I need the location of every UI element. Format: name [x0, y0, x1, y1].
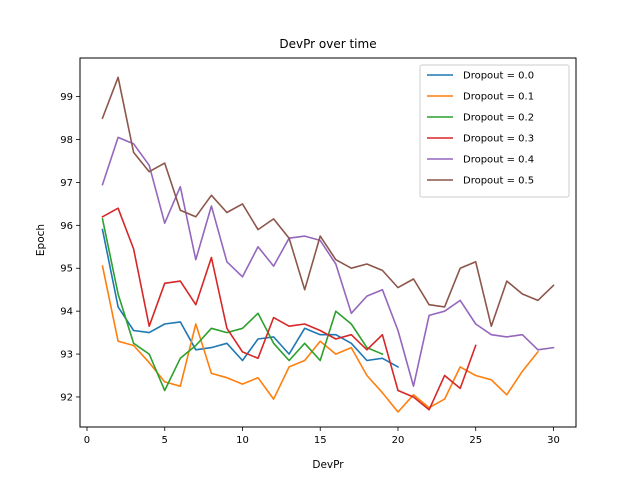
y-axis-ticks: 92 93 94 95 96 97 98 99: [60, 92, 80, 403]
series-line-3: [101, 207, 477, 411]
x-tick-label: 30: [547, 435, 560, 446]
y-tick-label: 93: [60, 350, 73, 361]
legend-label-0: Dropout = 0.0: [463, 71, 534, 82]
legend: Dropout = 0.0 Dropout = 0.1 Dropout = 0.2 D…: [419, 64, 570, 198]
x-axis-ticks: 0 5 10 15 20 25 30: [84, 427, 560, 446]
x-tick-label: 15: [314, 435, 327, 446]
series-line-1: [101, 265, 540, 413]
x-tick-label: 25: [469, 435, 482, 446]
y-tick-label: 99: [60, 92, 73, 103]
y-tick-label: 98: [60, 135, 73, 146]
x-axis-label: DevPr: [312, 459, 344, 471]
x-tick-label: 20: [392, 435, 405, 446]
y-tick-label: 97: [60, 178, 73, 189]
legend-label-5: Dropout = 0.5: [463, 176, 534, 187]
legend-label-2: Dropout = 0.2: [463, 113, 534, 124]
legend-box: [419, 64, 570, 198]
y-tick-label: 92: [60, 392, 73, 403]
legend-label-1: Dropout = 0.1: [463, 92, 534, 103]
series-line-2: [101, 217, 384, 392]
legend-label-4: Dropout = 0.4: [463, 155, 534, 166]
plot-area-frame: [79, 57, 577, 428]
x-tick-label: 10: [236, 435, 249, 446]
x-tick-label: 0: [84, 435, 90, 446]
series-line-4: [101, 136, 555, 388]
y-tick-label: 95: [60, 264, 73, 275]
chart-title: DevPr over time: [279, 37, 376, 51]
series-line-5: [101, 76, 555, 328]
series-line-0: [101, 228, 400, 368]
y-tick-label: 94: [60, 307, 73, 318]
y-tick-label: 96: [60, 221, 73, 232]
legend-label-3: Dropout = 0.3: [463, 134, 534, 145]
y-axis-label: Epoch: [35, 224, 47, 256]
x-tick-label: 5: [162, 435, 168, 446]
series-lines: [101, 76, 555, 413]
